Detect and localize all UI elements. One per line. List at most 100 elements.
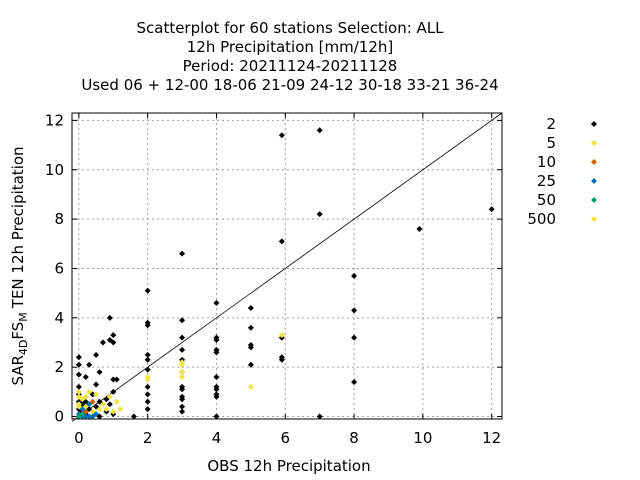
- data-points: [75, 127, 495, 420]
- data-point: [110, 376, 117, 383]
- data-point: [144, 383, 151, 390]
- y-axis-label: SAR4DFSM TEN 12h Precipitation: [9, 146, 30, 385]
- data-point: [106, 314, 113, 321]
- legend-label: 50: [537, 191, 556, 209]
- chart-title-line-3: Period: 20211124-20211128: [183, 57, 398, 75]
- data-point: [79, 411, 86, 418]
- data-point: [110, 339, 117, 346]
- x-axis-label: OBS 12h Precipitation: [207, 457, 370, 475]
- data-point: [213, 334, 220, 341]
- data-point: [99, 401, 106, 408]
- data-point: [103, 406, 110, 413]
- data-point: [82, 374, 89, 381]
- data-point: [179, 403, 186, 410]
- y-tick-label: 8: [54, 210, 64, 228]
- data-point: [278, 354, 285, 361]
- data-point: [82, 393, 89, 400]
- data-point: [179, 374, 186, 381]
- data-point: [144, 351, 151, 358]
- y-tick-label: 10: [45, 161, 64, 179]
- x-tick-label: 2: [143, 429, 153, 447]
- data-point: [144, 366, 151, 373]
- x-tick-label: 8: [349, 429, 359, 447]
- y-axis-label-tail: TEN 12h Precipitation: [9, 146, 27, 309]
- data-point: [110, 408, 117, 415]
- data-point: [416, 225, 423, 232]
- legend-label: 5: [546, 134, 556, 152]
- chart-title-line-1: Scatterplot for 60 stations Selection: A…: [136, 19, 444, 37]
- data-point: [86, 388, 93, 395]
- data-point: [93, 411, 100, 418]
- x-tick-labels: 0 2 4 6 8 10 12: [74, 429, 501, 447]
- data-point: [247, 341, 254, 348]
- data-point: [179, 383, 186, 390]
- legend-marker: [591, 178, 597, 184]
- data-point: [106, 401, 113, 408]
- data-point: [75, 361, 82, 368]
- data-point: [179, 393, 186, 400]
- series-500: [75, 391, 124, 413]
- data-point: [213, 413, 220, 420]
- y-tick-labels: 0 2 4 6 8 10 12: [45, 111, 64, 425]
- data-point: [278, 132, 285, 139]
- data-point: [144, 391, 151, 398]
- data-point: [213, 383, 220, 390]
- data-point: [75, 388, 82, 395]
- data-point: [113, 376, 120, 383]
- chart-title: Scatterplot for 60 stations Selection: A…: [81, 19, 498, 94]
- data-point: [117, 406, 124, 413]
- series-5: [75, 332, 285, 415]
- data-point: [96, 406, 103, 413]
- diagonal-line: [71, 112, 503, 422]
- data-point: [144, 356, 151, 363]
- data-point: [179, 250, 186, 257]
- x-tick-label: 12: [482, 429, 501, 447]
- data-point: [110, 388, 117, 395]
- legend-marker: [591, 159, 597, 165]
- data-point: [247, 304, 254, 311]
- data-point: [351, 378, 358, 385]
- data-point: [144, 398, 151, 405]
- data-point: [93, 391, 100, 398]
- data-point: [86, 401, 93, 408]
- y-tick-label: 2: [54, 358, 64, 376]
- data-point: [213, 300, 220, 307]
- data-point: [247, 383, 254, 390]
- series-50: [75, 411, 86, 420]
- data-point: [110, 332, 117, 339]
- data-point: [106, 393, 113, 400]
- data-point: [179, 346, 186, 353]
- data-point: [179, 369, 186, 376]
- data-point: [99, 339, 106, 346]
- legend-label: 2: [546, 115, 556, 133]
- y-axis-label-base: SAR: [9, 355, 27, 385]
- data-point: [144, 287, 151, 294]
- y-tick-label: 6: [54, 259, 64, 277]
- y-axis-label-sub-1: 4D: [17, 340, 30, 355]
- y-axis-label-mid: FS: [9, 322, 27, 340]
- legend-marker: [591, 197, 597, 203]
- data-point: [144, 319, 151, 326]
- x-tick-label: 10: [413, 429, 432, 447]
- data-point: [93, 381, 100, 388]
- data-point: [179, 317, 186, 324]
- data-point: [316, 211, 323, 218]
- data-point: [213, 374, 220, 381]
- data-point: [75, 383, 82, 390]
- data-point: [144, 374, 151, 381]
- chart-title-line-2: 12h Precipitation [mm/12h]: [187, 38, 393, 56]
- data-point: [93, 351, 100, 358]
- data-point: [316, 127, 323, 134]
- legend-marker: [591, 121, 597, 127]
- data-point: [278, 332, 285, 339]
- chart-title-line-4: Used 06 + 12-00 18-06 21-09 24-12 30-18 …: [81, 76, 498, 94]
- data-point: [75, 371, 82, 378]
- data-point: [213, 346, 220, 353]
- y-tick-label: 0: [54, 408, 64, 426]
- x-tick-label: 4: [212, 429, 222, 447]
- data-point: [247, 361, 254, 368]
- y-axis-label-sub-2: M: [17, 312, 30, 322]
- legend-marker: [591, 216, 597, 222]
- data-point: [179, 408, 186, 415]
